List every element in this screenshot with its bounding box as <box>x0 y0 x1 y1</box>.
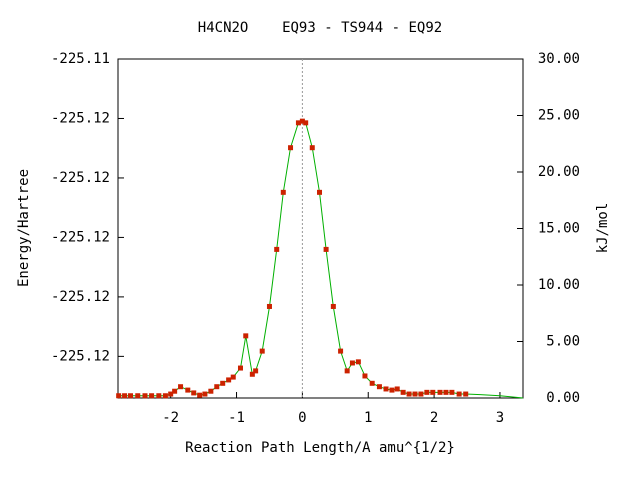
energy-curve <box>118 120 524 399</box>
path-point <box>116 393 122 399</box>
path-point <box>369 380 375 386</box>
path-point <box>394 386 400 392</box>
path-point <box>128 393 134 399</box>
y2-tick-label: 30.00 <box>538 51 580 67</box>
path-point <box>168 391 174 397</box>
path-point <box>437 389 443 395</box>
x-tick-label: 1 <box>364 410 372 426</box>
path-point <box>253 368 259 374</box>
y2-axis-label: kJ/mol <box>595 203 611 254</box>
path-point <box>208 388 214 394</box>
path-point <box>172 388 178 394</box>
y2-tick-label: 20.00 <box>538 164 580 180</box>
path-point <box>162 393 168 399</box>
path-point <box>430 389 436 395</box>
path-point <box>220 380 226 386</box>
path-point <box>456 391 462 397</box>
x-tick-label: 0 <box>298 410 306 426</box>
path-point <box>178 384 184 390</box>
path-point <box>309 145 315 151</box>
path-point <box>259 348 265 354</box>
path-point <box>355 359 361 365</box>
path-point <box>280 189 286 195</box>
chart-title: H4CN2O EQ93 - TS944 - EQ92 <box>198 20 442 36</box>
path-point <box>295 120 301 126</box>
path-point <box>185 387 191 393</box>
path-point <box>330 303 336 309</box>
path-point <box>230 374 236 380</box>
path-point <box>237 365 243 371</box>
path-point <box>323 246 329 252</box>
path-point <box>122 393 128 399</box>
path-point <box>389 387 395 393</box>
path-point <box>214 384 220 390</box>
path-point <box>406 391 412 397</box>
y2-tick-label: 5.00 <box>546 334 580 350</box>
x-axis-label: Reaction Path Length/A amu^{1/2} <box>185 440 455 456</box>
path-point <box>412 391 418 397</box>
path-point <box>202 391 208 397</box>
path-point <box>383 386 389 392</box>
path-point <box>376 384 382 390</box>
y-tick-label: -225.12 <box>51 289 110 305</box>
path-point <box>443 389 449 395</box>
path-point <box>191 390 197 396</box>
path-point <box>463 391 469 397</box>
y-tick-label: -225.11 <box>51 51 110 67</box>
y2-tick-label: 15.00 <box>538 221 580 237</box>
y-tick-label: -225.12 <box>51 348 110 364</box>
path-point <box>303 120 309 126</box>
path-point <box>249 371 255 377</box>
path-point <box>135 393 141 399</box>
path-point <box>424 389 430 395</box>
path-point <box>349 360 355 366</box>
y2-tick-label: 10.00 <box>538 277 580 293</box>
path-point <box>266 303 272 309</box>
path-point <box>362 373 368 379</box>
path-point <box>299 118 305 124</box>
path-point <box>418 391 424 397</box>
x-tick-label: -1 <box>228 410 245 426</box>
path-point <box>449 389 455 395</box>
path-point <box>274 246 280 252</box>
path-point <box>317 189 323 195</box>
path-point <box>197 392 203 398</box>
path-point <box>156 393 162 399</box>
path-point <box>149 393 155 399</box>
x-tick-label: 2 <box>430 410 438 426</box>
path-point <box>226 377 232 383</box>
y2-tick-label: 25.00 <box>538 108 580 124</box>
y-tick-label: -225.12 <box>51 229 110 245</box>
x-tick-label: -2 <box>162 410 179 426</box>
x-tick-label: 3 <box>496 410 504 426</box>
plot-frame <box>117 58 524 399</box>
path-point <box>243 333 249 339</box>
path-point <box>400 389 406 395</box>
path-point <box>142 393 148 399</box>
path-point <box>288 145 294 151</box>
path-point <box>344 368 350 374</box>
y2-tick-label: 0.00 <box>546 390 580 406</box>
path-point <box>338 348 344 354</box>
y-tick-label: -225.12 <box>51 170 110 186</box>
y-axis-label: Energy/Hartree <box>16 169 32 287</box>
y-tick-label: -225.12 <box>51 110 110 126</box>
